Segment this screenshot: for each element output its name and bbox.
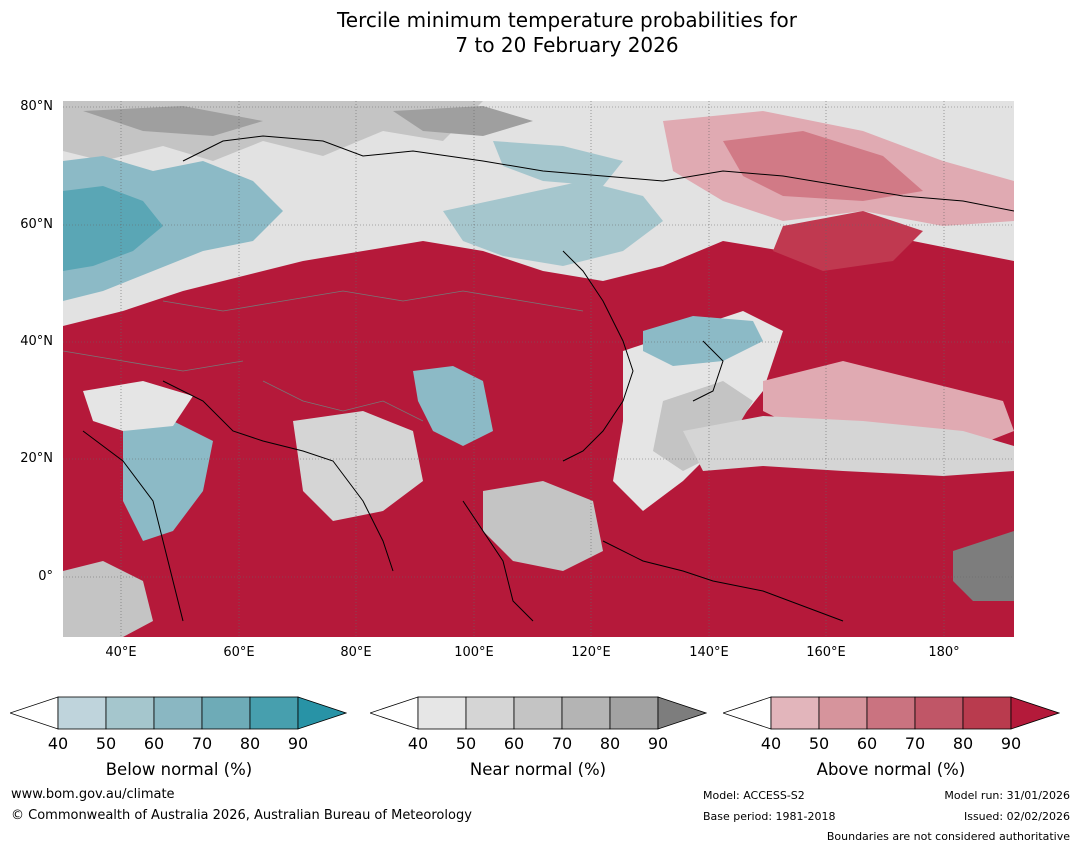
lat-label-40n: 40°N [20,334,53,349]
footer-url[interactable]: www.bom.gov.au/climate [11,787,175,802]
colorbar-extend-high [1010,696,1060,730]
colorbar-extend-low [723,696,772,730]
pacific-grey-band [683,416,1014,476]
below-tick-80: 80 [239,734,261,753]
india-near-normal [293,411,423,521]
lon-label-80e: 80°E [340,645,372,660]
colorbar-segment [513,696,563,730]
lat-label-0: 0° [38,569,53,584]
colorbar-segment [818,696,868,730]
below-tick-90: 90 [287,734,309,753]
above-normal-label: Above normal (%) [816,760,966,779]
colorbar-segment [201,696,251,730]
colorbar-extend-high [297,696,347,730]
colorbar-near-normal [370,696,707,732]
above-tick-50: 50 [808,734,830,753]
lon-label-160e: 160°E [806,645,846,660]
arctic-dark-grey-2 [393,106,533,136]
lon-label-40e: 40°E [105,645,137,660]
lon-label-140e: 140°E [689,645,729,660]
lon-label-180: 180° [928,645,960,660]
colorbar-below-svg [10,696,347,730]
footer-issued: Issued: 02/02/2026 [963,810,1070,823]
colorbar-segment [914,696,964,730]
near-tick-40: 40 [407,734,429,753]
title-line-2: 7 to 20 February 2026 [455,33,679,57]
colorbar-below-normal [10,696,347,732]
lat-label-60n: 60°N [20,217,53,232]
east-africa-near-normal [63,561,153,637]
above-tick-40: 40 [760,734,782,753]
pacific-near-normal-grey [653,381,753,471]
colorbar-segment [417,696,467,730]
colorbar-segment [57,696,107,730]
central-siberia-below-normal [443,181,663,266]
indochina-near-normal [483,481,603,571]
footer-copyright: © Commonwealth of Australia 2026, Austra… [11,808,472,823]
below-tick-70: 70 [191,734,213,753]
near-normal-label: Near normal (%) [469,760,607,779]
equatorial-pacific-grey [953,531,1014,601]
colorbar-segment [770,696,820,730]
footer-model: Model: ACCESS-S2 [703,789,805,802]
lat-label-80n: 80°N [20,99,53,114]
above-tick-60: 60 [856,734,878,753]
colorbar-segment [465,696,515,730]
colorbar-above-svg [723,696,1060,730]
title-line-1: Tercile minimum temperature probabilitie… [336,8,798,32]
arabia-near-normal [83,381,193,431]
graticule [63,101,1014,637]
near-tick-90: 90 [647,734,669,753]
below-tick-60: 60 [143,734,165,753]
bering-above-normal [773,211,923,271]
northeast-above-normal [723,131,923,201]
near-tick-70: 70 [551,734,573,753]
colorbar-segment [153,696,203,730]
above-tick-80: 80 [952,734,974,753]
probability-map [63,101,1014,637]
lon-label-100e: 100°E [454,645,494,660]
lon-label-120e: 120°E [571,645,611,660]
below-tick-40: 40 [47,734,69,753]
colorbar-extend-high [657,696,707,730]
country-borders [63,290,584,422]
arctic-dark-grey [83,106,263,136]
tibet-below-normal [413,366,493,446]
near-tick-80: 80 [599,734,621,753]
lon-label-60e: 60°E [223,645,255,660]
lat-label-20n: 20°N [20,451,53,466]
colorbar-extend-low [370,696,419,730]
west-siberia-below-normal-strong [63,186,163,271]
above-tick-90: 90 [1000,734,1022,753]
colorbar-segment [962,696,1012,730]
near-tick-50: 50 [455,734,477,753]
colorbar-extend-low [10,696,59,730]
footer-boundaries: Boundaries are not considered authoritat… [826,830,1070,843]
above-tick-70: 70 [904,734,926,753]
colorbar-above-normal [723,696,1060,732]
colorbar-segment [866,696,916,730]
footer-model-run: Model run: 31/01/2026 [944,789,1070,802]
colorbar-near-svg [370,696,707,730]
below-tick-50: 50 [95,734,117,753]
below-normal-label: Below normal (%) [105,760,253,779]
map-title: Tercile minimum temperature probabilitie… [0,8,1081,58]
colorbar-segment [609,696,659,730]
colorbar-segment [561,696,611,730]
colorbar-segment [249,696,299,730]
coastlines [82,135,1014,622]
near-tick-60: 60 [503,734,525,753]
colorbar-segment [105,696,155,730]
arabia-below-normal [123,421,213,541]
map-canvas [63,101,1014,637]
footer-base-period: Base period: 1981-2018 [703,810,836,823]
